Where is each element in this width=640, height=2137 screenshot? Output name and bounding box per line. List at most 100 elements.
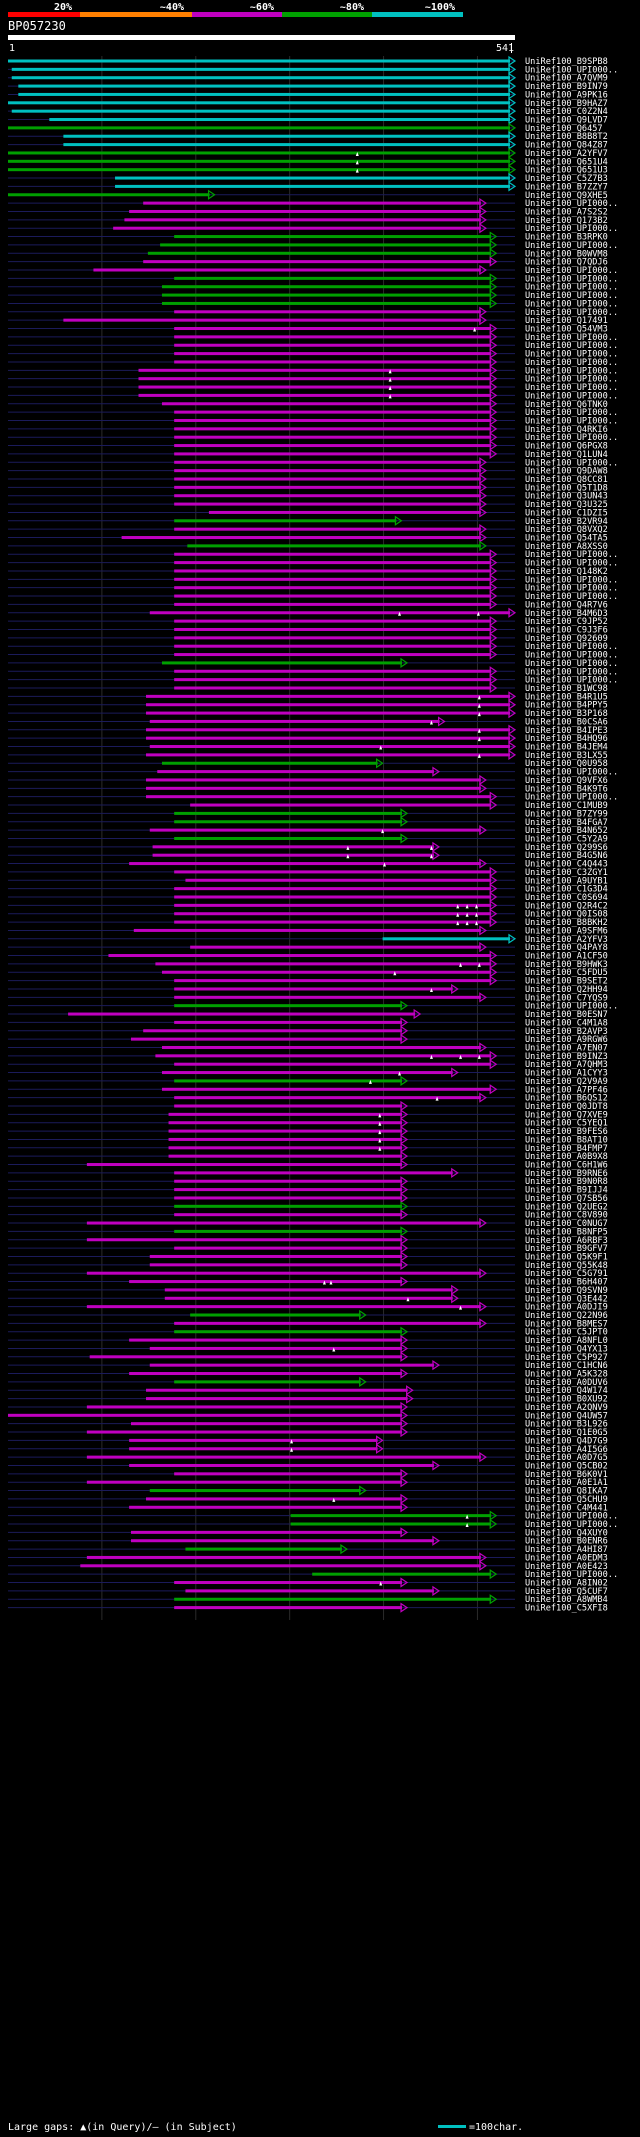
hit-row[interactable]: UniRef100_Q4PAY8	[8, 942, 608, 953]
hit-row[interactable]: UniRef100_Q2UEG2	[8, 1201, 608, 1212]
hit-row[interactable]: UniRef100_Q54VM3	[8, 323, 608, 335]
hit-row[interactable]: UniRef100_Q9DAW8	[8, 465, 608, 477]
hit-label[interactable]: UniRef100_UPI000..	[525, 391, 618, 401]
hit-label[interactable]: UniRef100_B9SPB8	[525, 57, 608, 67]
hit-label[interactable]: UniRef100_Q5CUF7	[525, 1587, 608, 1597]
hit-label[interactable]: UniRef100_UPI000..	[525, 1002, 618, 1012]
hit-label[interactable]: UniRef100_UPI000..	[525, 592, 618, 602]
hit-row[interactable]: UniRef100_UPI000..	[8, 264, 618, 276]
hit-label[interactable]: UniRef100_Q55K48	[525, 1261, 608, 1271]
hit-label[interactable]: UniRef100_B7ZZY7	[525, 182, 608, 192]
hit-row[interactable]: UniRef100_Q4YX13	[8, 1343, 608, 1354]
hit-row[interactable]: UniRef100_UPI000..	[8, 340, 618, 351]
hit-row[interactable]: UniRef100_A0DJI9	[8, 1301, 608, 1313]
hit-label[interactable]: UniRef100_B4HQ96	[525, 734, 608, 744]
hit-row[interactable]: UniRef100_UPI000..	[8, 273, 618, 284]
hit-label[interactable]: UniRef100_Q2V9A9	[525, 1077, 608, 1087]
hit-row[interactable]: UniRef100_UPI000..	[8, 331, 618, 343]
hit-row[interactable]: UniRef100_A9SFM6	[8, 925, 608, 936]
hit-row[interactable]: UniRef100_B8BKH2	[8, 916, 608, 928]
hit-label[interactable]: UniRef100_Q3U325	[525, 500, 608, 510]
hit-label[interactable]: UniRef100_Q651U3	[525, 166, 608, 176]
hit-label[interactable]: UniRef100_A8IN02	[525, 1579, 608, 1589]
hit-row[interactable]: UniRef100_UPI000..	[8, 1000, 618, 1012]
hit-label[interactable]: UniRef100_UPI000..	[525, 1570, 618, 1580]
hit-label[interactable]: UniRef100_Q7SB56	[525, 1194, 608, 1204]
hit-label[interactable]: UniRef100_C5G791	[525, 1269, 608, 1279]
hit-row[interactable]: UniRef100_B9IN79	[8, 80, 608, 92]
hit-row[interactable]: UniRef100_A0E1A1	[8, 1477, 608, 1488]
hit-label[interactable]: UniRef100_B9HWK3	[525, 960, 608, 970]
hit-label[interactable]: UniRef100_UPI000..	[525, 1520, 618, 1530]
hit-row[interactable]: UniRef100_Q1E0G5	[8, 1426, 608, 1438]
hit-row[interactable]: UniRef100_A7QHM3	[8, 1059, 608, 1070]
hit-row[interactable]: UniRef100_B4R1U5	[8, 691, 608, 702]
hit-row[interactable]: UniRef100_UPI000..	[8, 791, 618, 803]
hit-row[interactable]: UniRef100_B3P168	[8, 707, 608, 719]
hit-label[interactable]: UniRef100_Q6TNK0	[525, 400, 608, 410]
hit-label[interactable]: UniRef100_UPI000..	[525, 350, 618, 360]
hit-row[interactable]: UniRef100_C1DZI5	[8, 507, 608, 518]
hit-row[interactable]: UniRef100_UPI000..	[8, 649, 618, 661]
hit-row[interactable]: UniRef100_A9UYB1	[8, 875, 608, 886]
hit-row[interactable]: UniRef100_C0Z2N4	[8, 106, 608, 117]
hit-row[interactable]: UniRef100_A7QVM9	[8, 72, 608, 84]
hit-row[interactable]: UniRef100_A9PK16	[8, 89, 608, 100]
hit-label[interactable]: UniRef100_C4M1A8	[525, 1018, 608, 1028]
hit-row[interactable]: UniRef100_UPI000..	[8, 390, 618, 401]
hit-label[interactable]: UniRef100_A0EDM3	[525, 1553, 608, 1563]
hit-label[interactable]: UniRef100_Q5K9F1	[525, 1252, 608, 1262]
hit-row[interactable]: UniRef100_B3L926	[8, 1418, 608, 1430]
hit-label[interactable]: UniRef100_A9SFM6	[525, 926, 608, 936]
hit-label[interactable]: UniRef100_UPI000..	[525, 408, 618, 418]
hit-row[interactable]: UniRef100_Q5T1D8	[8, 482, 608, 493]
hit-label[interactable]: UniRef100_UPI000..	[525, 383, 618, 393]
hit-row[interactable]: UniRef100_B4FGA7	[8, 816, 608, 828]
hit-row[interactable]: UniRef100_UPI000..	[8, 1569, 618, 1580]
hit-label[interactable]: UniRef100_B3LX55	[525, 751, 608, 761]
hit-label[interactable]: UniRef100_A7PF46	[525, 1085, 608, 1095]
hit-label[interactable]: UniRef100_Q9DAW8	[525, 467, 608, 477]
hit-label[interactable]: UniRef100_A7QHM3	[525, 1060, 608, 1070]
hit-row[interactable]: UniRef100_B6QS12	[8, 1092, 608, 1104]
hit-row[interactable]: UniRef100_Q7XVE9	[8, 1109, 608, 1120]
hit-row[interactable]: UniRef100_UPI000..	[8, 641, 618, 652]
hit-label[interactable]: UniRef100_B0ENR6	[525, 1537, 608, 1547]
hit-row[interactable]: UniRef100_Q4R7V6	[8, 599, 608, 610]
hit-label[interactable]: UniRef100_C5FDU5	[525, 968, 608, 978]
hit-row[interactable]: UniRef100_Q4RKI6	[8, 423, 608, 435]
hit-label[interactable]: UniRef100_C0NUG7	[525, 1219, 608, 1229]
hit-row[interactable]: UniRef100_Q148K2	[8, 565, 608, 577]
hit-label[interactable]: UniRef100_UPI000..	[525, 358, 618, 368]
hit-row[interactable]: UniRef100_UPI000..	[8, 549, 618, 560]
hit-label[interactable]: UniRef100_B9HAZ7	[525, 99, 608, 109]
hit-label[interactable]: UniRef100_Q5T1D8	[525, 483, 608, 493]
hit-label[interactable]: UniRef100_B8MES7	[525, 1319, 608, 1329]
hit-row[interactable]: UniRef100_Q8CC81	[8, 473, 608, 485]
hit-row[interactable]: UniRef100_C1HCN6	[8, 1360, 608, 1371]
hit-row[interactable]: UniRef100_C5JPT0	[8, 1326, 608, 1338]
hit-label[interactable]: UniRef100_C6H1W6	[525, 1161, 608, 1171]
hit-label[interactable]: UniRef100_Q4UW57	[525, 1411, 608, 1421]
hit-label[interactable]: UniRef100_UPI000..	[525, 375, 618, 385]
hit-label[interactable]: UniRef100_UPI000..	[525, 274, 618, 284]
hit-label[interactable]: UniRef100_UPI000..	[525, 458, 618, 468]
hit-label[interactable]: UniRef100_Q54VM3	[525, 325, 608, 335]
hit-row[interactable]: UniRef100_B3LX55	[8, 749, 608, 761]
hit-label[interactable]: UniRef100_B0WVM8	[525, 249, 608, 259]
hit-row[interactable]: UniRef100_B3RPK0	[8, 231, 608, 243]
hit-label[interactable]: UniRef100_Q8VXQ2	[525, 525, 608, 535]
hit-row[interactable]: UniRef100_A4I5G6	[8, 1443, 608, 1455]
hit-label[interactable]: UniRef100_B7ZY99	[525, 809, 608, 819]
hit-row[interactable]: UniRef100_UPI000..	[8, 574, 618, 585]
hit-row[interactable]: UniRef100_B6K0V1	[8, 1468, 608, 1480]
hit-row[interactable]: UniRef100_A0D7G5	[8, 1451, 608, 1463]
hit-row[interactable]: UniRef100_Q7QDJ6	[8, 256, 608, 268]
hit-label[interactable]: UniRef100_Q3UN43	[525, 492, 608, 502]
hit-label[interactable]: UniRef100_B3L926	[525, 1420, 608, 1430]
hit-row[interactable]: UniRef100_C9JP52	[8, 615, 608, 627]
hit-label[interactable]: UniRef100_Q8IKA7	[525, 1487, 608, 1497]
hit-row[interactable]: UniRef100_Q9LVD7	[8, 114, 608, 126]
hit-label[interactable]: UniRef100_B9RNE6	[525, 1169, 608, 1179]
hit-label[interactable]: UniRef100_A0E423	[525, 1562, 608, 1572]
